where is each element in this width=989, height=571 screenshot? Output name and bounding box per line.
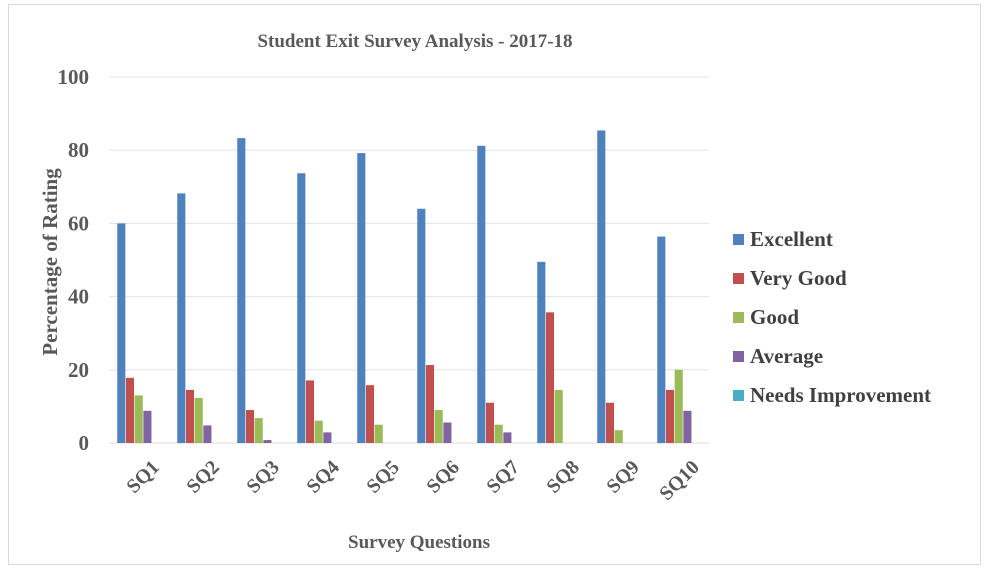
x-tick-label: SQ9 — [602, 456, 643, 497]
legend-label: Good — [750, 305, 799, 329]
bar-very-good — [245, 410, 255, 443]
bars — [117, 130, 692, 444]
y-tick-label: 100 — [58, 65, 90, 89]
bar-very-good — [365, 385, 375, 443]
bar-good — [434, 410, 443, 443]
legend-swatch — [733, 351, 744, 362]
bar-good — [134, 395, 143, 443]
x-tick-label: SQ8 — [542, 456, 583, 497]
bar-very-good — [605, 402, 615, 443]
x-tick-label: SQ7 — [482, 456, 523, 497]
bar-very-good — [665, 389, 675, 443]
x-tick-label: SQ1 — [122, 456, 163, 497]
y-tick-label: 20 — [68, 358, 89, 382]
bar-very-good — [425, 365, 435, 443]
bar-very-good — [485, 402, 495, 443]
bar-very-good — [305, 380, 315, 443]
gridlines — [109, 76, 709, 444]
bar-good — [554, 389, 563, 443]
bar-excellent — [417, 208, 426, 443]
bar-average — [263, 440, 272, 443]
bar-good — [314, 420, 323, 443]
bar-good — [254, 418, 263, 443]
x-tick-label: SQ4 — [302, 456, 343, 497]
legend-swatch — [733, 390, 744, 401]
x-tick-label: SQ5 — [362, 456, 403, 497]
bar-excellent — [117, 223, 126, 443]
bar-good — [194, 397, 203, 443]
x-tick-label: SQ6 — [422, 456, 463, 497]
legend-label: Needs Improvement — [750, 383, 931, 407]
chart-title: Student Exit Survey Analysis - 2017-18 — [257, 31, 572, 52]
y-axis-ticks: 0 20 40 60 80 100 — [58, 65, 90, 455]
bar-very-good — [545, 312, 555, 443]
y-tick-label: 60 — [68, 211, 89, 235]
legend-swatch — [733, 312, 744, 323]
chart-frame: 0 20 40 60 80 100 SQ1 SQ2 SQ3 SQ4 SQ5 SQ6 SQ7 SQ8 SQ9… — [8, 4, 981, 565]
legend: Excellent Very Good Good Average Needs Impro… — [733, 227, 931, 407]
bar-excellent — [237, 138, 246, 443]
x-tick-label: SQ3 — [242, 456, 283, 497]
bar-excellent — [537, 261, 546, 443]
bar-good — [614, 430, 623, 443]
y-tick-label: 80 — [68, 138, 89, 162]
legend-label: Very Good — [750, 266, 847, 290]
bar-very-good — [185, 389, 195, 443]
bar-average — [683, 410, 692, 443]
bar-very-good — [125, 377, 135, 443]
legend-label: Excellent — [750, 227, 833, 251]
bar-excellent — [177, 193, 186, 443]
y-axis-label: Percentage of Rating — [38, 168, 62, 356]
bar-excellent — [477, 145, 486, 444]
legend-label: Average — [750, 344, 823, 368]
x-axis-ticks: SQ1 SQ2 SQ3 SQ4 SQ5 SQ6 SQ7 SQ8 SQ9 SQ10 — [122, 456, 703, 505]
y-tick-label: 40 — [68, 285, 89, 309]
x-axis-label: Survey Questions — [348, 532, 490, 553]
bar-good — [674, 369, 683, 443]
bar-average — [503, 432, 512, 443]
bar-excellent — [357, 153, 366, 444]
bar-average — [203, 425, 212, 443]
bar-excellent — [657, 236, 666, 443]
bar-good — [374, 424, 383, 443]
legend-swatch — [733, 234, 744, 245]
legend-swatch — [733, 273, 744, 284]
x-tick-label: SQ10 — [655, 456, 704, 505]
bar-chart: 0 20 40 60 80 100 SQ1 SQ2 SQ3 SQ4 SQ5 SQ6 SQ7 SQ8 SQ9… — [38, 31, 931, 553]
bar-average — [443, 422, 452, 443]
bar-excellent — [597, 130, 606, 443]
bar-excellent — [297, 173, 306, 443]
x-tick-label: SQ2 — [182, 456, 223, 497]
bar-average — [323, 432, 332, 443]
bar-good — [494, 424, 503, 443]
bar-average — [143, 410, 152, 443]
y-tick-label: 0 — [79, 431, 90, 455]
